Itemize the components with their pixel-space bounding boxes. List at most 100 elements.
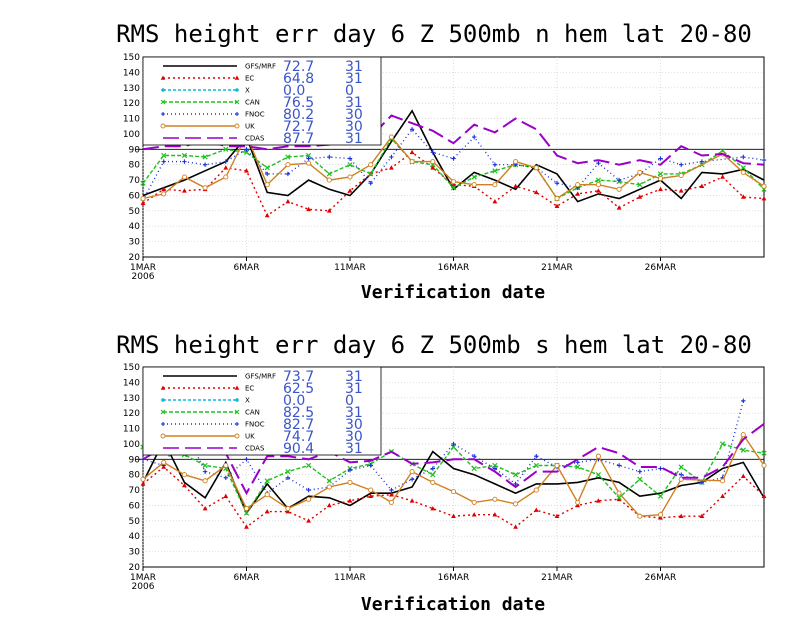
data-point <box>285 171 291 177</box>
data-point <box>409 149 415 155</box>
data-point <box>223 462 229 469</box>
legend-series-name: CAN <box>245 99 260 107</box>
data-point <box>243 510 250 516</box>
legend-series-name: UK <box>245 123 255 131</box>
data-point <box>616 463 622 468</box>
data-point <box>616 496 622 502</box>
data-point <box>326 478 332 484</box>
data-point <box>740 473 746 479</box>
legend-series-count: 30 <box>345 107 363 123</box>
y-tick-label: 40 <box>129 222 141 232</box>
legend-series-count: 30 <box>345 119 363 135</box>
y-tick-label: 140 <box>123 378 140 388</box>
legend-marker <box>160 75 166 80</box>
y-tick-label: 110 <box>123 425 140 435</box>
data-point <box>430 165 436 170</box>
data-point <box>492 512 498 517</box>
x-tick-sublabel: 2006 <box>132 272 155 282</box>
data-point <box>347 174 353 180</box>
legend-series-name: CAN <box>245 409 260 417</box>
data-point <box>430 472 436 478</box>
data-point <box>679 472 684 477</box>
data-point <box>450 185 457 191</box>
data-point <box>140 481 146 486</box>
legend-series-count: 31 <box>345 59 363 75</box>
data-point <box>202 505 208 511</box>
data-point <box>388 134 394 140</box>
data-point <box>534 454 539 459</box>
data-point <box>285 468 291 475</box>
data-point <box>472 454 477 459</box>
legend-marker <box>160 99 166 105</box>
data-point <box>285 199 291 204</box>
data-point <box>430 505 436 511</box>
data-point <box>327 154 332 160</box>
data-point <box>182 188 187 193</box>
data-point <box>575 182 581 188</box>
legend-marker <box>234 385 240 390</box>
data-point <box>430 150 435 155</box>
data-point <box>264 165 270 171</box>
panel-s-hem: RMS height err day 6 Z 500mb s hem lat 2… <box>116 331 767 615</box>
data-point <box>368 162 374 168</box>
legend-series-name: CDAS <box>245 135 265 143</box>
legend-series-stat: 90.4 <box>283 441 314 457</box>
data-point <box>492 496 498 502</box>
data-point <box>223 493 229 499</box>
data-point <box>389 492 394 497</box>
legend-series-stat: 72.7 <box>283 119 314 135</box>
data-point <box>140 180 146 186</box>
data-point <box>513 481 518 487</box>
data-point <box>347 188 353 193</box>
series-line-uk <box>142 433 765 517</box>
data-point <box>554 180 560 186</box>
legend-marker <box>161 88 165 92</box>
data-point <box>699 480 705 485</box>
legend-series-stat: 82.5 <box>283 405 314 421</box>
legend-marker <box>234 123 240 129</box>
legend-series-name: X <box>245 87 250 95</box>
data-point <box>678 464 684 470</box>
data-point <box>368 487 374 493</box>
y-tick-label: 110 <box>123 115 140 125</box>
data-point <box>678 188 684 193</box>
data-point <box>305 152 312 159</box>
series-group <box>140 398 767 529</box>
data-point <box>512 472 519 478</box>
data-point <box>285 505 291 512</box>
legend-marker <box>234 99 240 105</box>
legend-series-name: EC <box>245 385 254 393</box>
data-point <box>285 475 291 480</box>
data-point <box>554 462 560 469</box>
legend-series-stat: 80.2 <box>283 107 314 123</box>
legend-box <box>142 56 382 146</box>
data-point <box>181 472 187 478</box>
data-point <box>368 171 374 177</box>
data-point <box>472 134 477 140</box>
data-point <box>492 162 498 167</box>
y-tick-label: 120 <box>123 409 140 419</box>
data-point <box>492 182 498 188</box>
y-tick-label: 150 <box>123 363 140 373</box>
data-point <box>161 186 167 192</box>
data-point <box>554 203 560 209</box>
x-tick-label: 16MAR <box>438 573 470 583</box>
data-point <box>451 441 456 447</box>
y-tick-label: 50 <box>129 207 141 217</box>
data-point <box>430 159 436 165</box>
data-point <box>719 441 726 447</box>
data-point <box>181 174 187 180</box>
legend-series-name: GFS/MRF <box>245 63 276 71</box>
data-point <box>699 513 705 519</box>
y-tick-label: 140 <box>123 68 140 78</box>
data-point <box>637 194 643 199</box>
data-point <box>471 512 477 517</box>
data-point <box>409 127 415 132</box>
x-tick-label: 1MAR <box>130 263 156 273</box>
data-point <box>223 475 228 480</box>
legend-series-stat: 87.7 <box>283 131 314 147</box>
data-point <box>492 168 498 174</box>
legend-series-count: 30 <box>345 429 363 445</box>
